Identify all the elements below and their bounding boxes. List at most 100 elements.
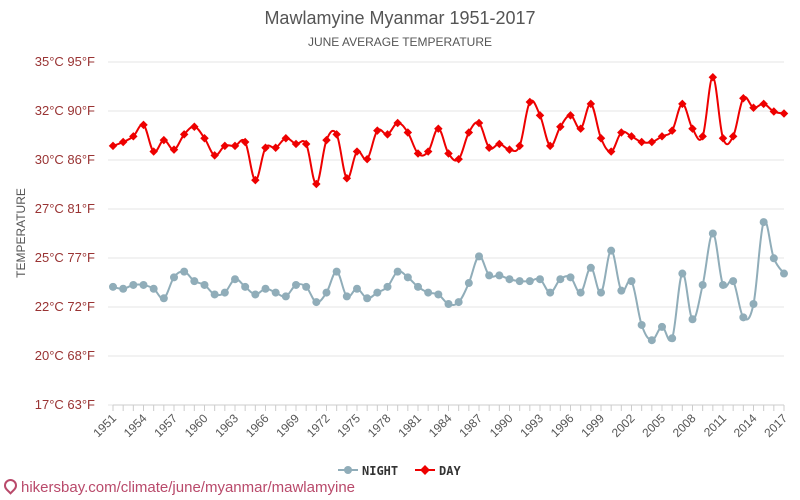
data-point-night[interactable] <box>281 292 290 301</box>
data-point-day[interactable] <box>108 141 118 151</box>
data-point-night[interactable] <box>373 288 382 297</box>
data-point-day[interactable] <box>240 137 250 147</box>
data-point-night[interactable] <box>475 252 483 261</box>
data-point-day[interactable] <box>495 139 504 149</box>
data-point-night[interactable] <box>525 277 534 286</box>
data-point-day[interactable] <box>647 137 657 147</box>
data-point-day[interactable] <box>342 173 352 183</box>
data-point-day[interactable] <box>708 73 718 82</box>
data-point-day[interactable] <box>220 141 230 151</box>
data-point-day[interactable] <box>413 149 423 158</box>
data-point-day[interactable] <box>454 154 463 164</box>
watermark-link[interactable]: hikersbay.com/climate/june/myanmar/mawla… <box>1 476 355 496</box>
data-point-day[interactable] <box>525 97 535 107</box>
data-point-night[interactable] <box>271 288 280 297</box>
data-point-night[interactable] <box>414 282 422 291</box>
data-point-night[interactable] <box>261 284 270 293</box>
data-point-day[interactable] <box>505 145 514 154</box>
data-point-night[interactable] <box>586 263 595 272</box>
data-point-night[interactable] <box>180 267 189 276</box>
data-point-day[interactable] <box>596 133 606 143</box>
data-point-day[interactable] <box>271 143 280 152</box>
data-point-night[interactable] <box>342 292 351 301</box>
data-point-night[interactable] <box>627 277 636 286</box>
data-point-day[interactable] <box>739 93 748 103</box>
data-point-night[interactable] <box>739 313 748 322</box>
data-point-day[interactable] <box>535 111 545 120</box>
data-point-night[interactable] <box>759 218 768 227</box>
data-point-night[interactable] <box>220 288 229 297</box>
data-point-night[interactable] <box>434 290 443 299</box>
data-point-night[interactable] <box>403 273 412 282</box>
data-point-day[interactable] <box>759 99 768 109</box>
data-point-night[interactable] <box>698 280 707 289</box>
data-point-night[interactable] <box>190 277 199 286</box>
data-point-night[interactable] <box>708 229 717 238</box>
data-point-night[interactable] <box>566 273 575 282</box>
data-point-day[interactable] <box>718 133 728 143</box>
data-point-day[interactable] <box>149 147 158 156</box>
data-point-night[interactable] <box>637 320 646 329</box>
data-point-night[interactable] <box>393 267 402 276</box>
data-point-night[interactable] <box>668 334 677 343</box>
data-point-day[interactable] <box>118 137 128 147</box>
data-point-night[interactable] <box>464 279 473 288</box>
data-point-night[interactable] <box>495 271 504 280</box>
data-point-night[interactable] <box>363 294 372 303</box>
data-point-night[interactable] <box>505 275 514 284</box>
data-point-night[interactable] <box>485 271 494 280</box>
data-point-day[interactable] <box>200 133 209 143</box>
data-point-night[interactable] <box>292 280 300 289</box>
data-point-night[interactable] <box>658 322 666 331</box>
data-point-night[interactable] <box>302 282 311 291</box>
data-point-night[interactable] <box>556 275 565 284</box>
data-point-night[interactable] <box>312 298 321 307</box>
data-point-night[interactable] <box>109 282 117 291</box>
data-point-day[interactable] <box>169 145 179 154</box>
data-point-day[interactable] <box>301 139 311 149</box>
data-point-day[interactable] <box>474 118 484 128</box>
legend-item-day[interactable]: DAY <box>415 464 461 478</box>
data-point-night[interactable] <box>149 284 158 293</box>
data-point-day[interactable] <box>312 179 321 189</box>
data-point-day[interactable] <box>352 147 362 156</box>
data-point-day[interactable] <box>444 149 453 158</box>
data-point-day[interactable] <box>728 132 738 141</box>
data-point-day[interactable] <box>403 128 413 137</box>
data-point-night[interactable] <box>353 284 361 293</box>
data-point-day[interactable] <box>637 137 646 147</box>
data-point-night[interactable] <box>170 273 178 282</box>
data-point-night[interactable] <box>780 269 788 278</box>
data-point-night[interactable] <box>241 282 250 291</box>
data-point-night[interactable] <box>383 282 392 291</box>
data-point-night[interactable] <box>332 267 341 276</box>
data-point-day[interactable] <box>373 126 382 135</box>
data-point-night[interactable] <box>444 300 453 309</box>
data-point-night[interactable] <box>597 288 605 297</box>
data-point-night[interactable] <box>546 288 555 297</box>
data-point-day[interactable] <box>434 124 443 133</box>
data-point-night[interactable] <box>231 275 239 284</box>
data-point-day[interactable] <box>383 130 392 139</box>
data-point-night[interactable] <box>159 294 168 303</box>
data-point-day[interactable] <box>291 139 301 149</box>
data-point-night[interactable] <box>536 275 544 284</box>
data-point-day[interactable] <box>515 141 524 151</box>
data-point-night[interactable] <box>607 246 616 255</box>
data-point-day[interactable] <box>362 154 372 164</box>
data-point-day[interactable] <box>281 133 291 143</box>
data-point-night[interactable] <box>251 290 260 299</box>
data-point-night[interactable] <box>515 277 524 286</box>
data-point-night[interactable] <box>129 280 138 289</box>
data-point-day[interactable] <box>159 135 169 145</box>
data-point-day[interactable] <box>779 109 789 118</box>
data-point-night[interactable] <box>322 288 331 297</box>
data-point-night[interactable] <box>617 286 626 295</box>
data-point-day[interactable] <box>423 147 433 156</box>
data-point-night[interactable] <box>678 269 687 278</box>
data-point-night[interactable] <box>454 298 463 307</box>
data-point-day[interactable] <box>688 124 697 133</box>
data-point-day[interactable] <box>129 132 138 141</box>
data-point-night[interactable] <box>139 280 148 289</box>
data-point-night[interactable] <box>210 290 219 299</box>
